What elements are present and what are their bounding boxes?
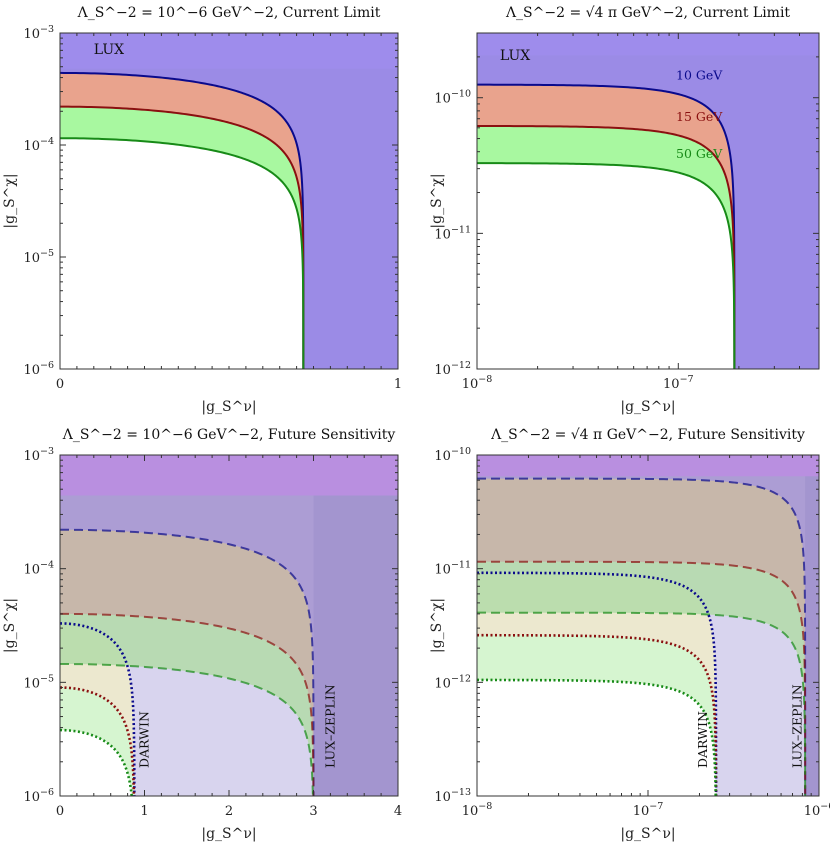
annotation-lux: LUX [500, 48, 530, 64]
x-axis-label: |g_S^ν| [620, 826, 675, 842]
y-tick-label: 10−10 [434, 446, 471, 464]
x-tick-label: 10−8 [462, 374, 493, 392]
curve-15gev [477, 124, 736, 369]
x-tick-label: 10−6 [804, 801, 830, 819]
x-tick-label: 4 [394, 804, 402, 819]
curve-darwin-15gev [477, 633, 718, 796]
curve-label-50gev: 50 GeV [676, 146, 723, 161]
y-tick-label: 10−11 [434, 560, 471, 578]
y-tick-label: 10−10 [434, 89, 471, 107]
x-axis-label: |g_S^ν| [201, 826, 256, 842]
y-tick-label: 10−11 [434, 224, 471, 242]
x-tick-label: 10−7 [663, 374, 694, 392]
x-axis-label: |g_S^ν| [620, 399, 675, 415]
y-tick-label: 10−6 [23, 360, 54, 378]
panel-title: Λ_S^−2 = √4 π GeV^−2, Future Sensitivity [490, 427, 805, 443]
curve-lz-50gev [477, 611, 807, 796]
y-tick-label: 10−4 [23, 136, 54, 154]
y-tick-label: 10−13 [434, 787, 471, 805]
y-axis-label: |g_S^χ| [429, 173, 445, 228]
curve-lz-10gev [60, 528, 315, 796]
x-tick-label: 1 [140, 804, 148, 819]
curve-10gev [60, 71, 305, 369]
vertical-label-lux-zeplin: LUX–ZEPLIN [322, 684, 337, 768]
curve-label-10gev: 10 GeV [676, 68, 723, 83]
y-axis-label: |g_S^χ| [2, 598, 18, 653]
x-tick-label: 0 [56, 804, 64, 819]
y-axis-label: |g_S^χ| [429, 598, 445, 653]
curve-lz-15gev [477, 560, 807, 796]
x-tick-label: 10−7 [633, 801, 664, 819]
lz-excluded-strip [313, 455, 398, 796]
x-tick-label: 1 [394, 377, 402, 392]
vertical-label-darwin: DARWIN [695, 711, 710, 768]
y-tick-label: 10−3 [23, 446, 54, 464]
curve-lz-10gev [477, 477, 807, 796]
y-tick-label: 10−12 [434, 360, 471, 378]
curve-darwin-50gev [477, 678, 718, 796]
y-tick-label: 10−4 [23, 560, 54, 578]
panel-future-sensitivity-log: DARWIN LUX–ZEPLIN 10−13 10−12 10−11 10−10 10−8… [429, 427, 830, 842]
y-tick-label: 10−5 [23, 673, 54, 691]
curve-lz-15gev [60, 612, 315, 796]
panel-current-limit-linear: LUX 10−6 10−5 10−4 10−3 0 1 Λ_S^−2 = 10^−6 GeV^… [2, 5, 402, 415]
panel-future-sensitivity-linear: DARWIN LUX–ZEPLIN 10−6 10−5 10−4 10−3 0 1 2 3 4 Λ_S… [2, 427, 402, 842]
y-tick-label: 10−12 [434, 673, 471, 691]
lux-top-strip [60, 33, 398, 69]
panel-title: Λ_S^−2 = 10^−6 GeV^−2, Future Sensitivit… [62, 427, 396, 443]
y-axis-label: |g_S^χ| [2, 173, 18, 228]
y-tick-label: 10−6 [23, 787, 54, 805]
curve-darwin-10gev [477, 571, 718, 796]
curve-50gev [60, 137, 305, 369]
annotation-lux: LUX [94, 42, 124, 58]
plot-frame [476, 32, 820, 370]
curve-15gev [60, 105, 305, 369]
curve-lz-50gev [60, 662, 314, 796]
curve-label-15gev: 15 GeV [676, 109, 723, 124]
x-axis-label: |g_S^ν| [201, 399, 256, 415]
y-tick-label: 10−5 [23, 248, 54, 266]
lz-10gev-fill [477, 455, 819, 796]
lux-excluded-fill [477, 33, 819, 369]
x-tick-label: 10−8 [462, 801, 493, 819]
panel-title: Λ_S^−2 = 10^−6 GeV^−2, Current Limit [77, 5, 381, 21]
lz-excluded-strip [805, 455, 819, 796]
panel-title: Λ_S^−2 = √4 π GeV^−2, Current Limit [505, 5, 790, 21]
vertical-label-lux-zeplin: LUX–ZEPLIN [790, 684, 805, 768]
vertical-label-darwin: DARWIN [137, 711, 152, 768]
current-limit-band [477, 455, 819, 477]
current-limit-band [60, 455, 398, 496]
lux-top-strip [477, 33, 819, 56]
curve-10gev [477, 83, 736, 369]
lz-15gev-fill [477, 455, 819, 796]
panel-current-limit-log: 10 GeV 15 GeV 50 GeV LUX 10−12 10−11 10−10 10−8… [429, 5, 820, 415]
x-tick-label: 2 [225, 804, 233, 819]
y-tick-label: 10−3 [23, 24, 54, 42]
x-tick-label: 3 [309, 804, 317, 819]
curve-darwin-15gev [60, 686, 136, 796]
x-tick-label: 0 [56, 377, 64, 392]
curve-50gev [477, 162, 736, 369]
lux-excluded-fill [60, 33, 398, 369]
